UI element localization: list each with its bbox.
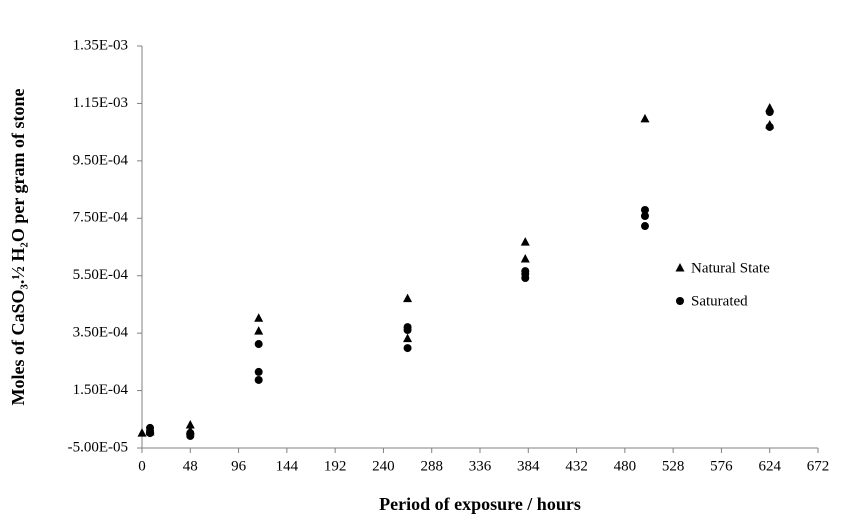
point bbox=[403, 333, 413, 343]
point bbox=[640, 205, 649, 214]
point bbox=[403, 344, 412, 353]
x-tick-label: 288 bbox=[420, 458, 443, 474]
y-axis-label: Moles of CaSO₃.½ H₂O per gram of stone bbox=[8, 89, 28, 406]
point bbox=[254, 326, 264, 335]
legend-label: Natural State bbox=[691, 260, 770, 276]
x-tick-label: 480 bbox=[614, 458, 637, 474]
point bbox=[185, 420, 195, 429]
point bbox=[403, 325, 412, 334]
x-tick-label: 336 bbox=[469, 458, 492, 474]
x-tick-label: 672 bbox=[807, 458, 830, 474]
point bbox=[765, 122, 774, 131]
x-tick-label: 96 bbox=[231, 458, 247, 474]
x-tick-label: 528 bbox=[662, 458, 685, 474]
point bbox=[254, 367, 263, 376]
point bbox=[186, 431, 195, 440]
point bbox=[146, 429, 155, 438]
y-tick-label: -5.00E-05 bbox=[68, 439, 128, 455]
y-tick-label: 1.15E-03 bbox=[73, 95, 128, 111]
x-tick-label: 240 bbox=[372, 458, 395, 474]
point bbox=[640, 113, 650, 123]
x-tick-label: 192 bbox=[324, 458, 347, 474]
y-tick-label: 1.35E-03 bbox=[73, 37, 128, 53]
point bbox=[137, 428, 147, 437]
x-axis-label: Period of exposure / hours bbox=[379, 494, 581, 514]
x-tick-label: 48 bbox=[183, 458, 198, 474]
y-tick-label: 7.50E-04 bbox=[73, 210, 129, 226]
legend-label: Saturated bbox=[691, 293, 748, 309]
x-tick-label: 432 bbox=[565, 458, 588, 474]
point bbox=[403, 293, 413, 303]
point bbox=[765, 108, 774, 117]
legend-marker bbox=[676, 297, 684, 305]
point bbox=[254, 313, 264, 322]
legend-marker bbox=[675, 263, 685, 272]
point bbox=[520, 237, 530, 246]
x-tick-label: 384 bbox=[517, 458, 540, 474]
y-tick-label: 1.50E-04 bbox=[73, 382, 129, 398]
y-tick-label: 9.50E-04 bbox=[73, 152, 129, 168]
y-tick-label: 5.50E-04 bbox=[73, 267, 129, 283]
point bbox=[640, 211, 649, 220]
x-tick-label: 0 bbox=[138, 458, 146, 474]
point bbox=[521, 274, 530, 283]
x-tick-label: 624 bbox=[758, 458, 781, 474]
point bbox=[254, 375, 263, 384]
x-tick-label: 144 bbox=[276, 458, 299, 474]
y-tick-label: 3.50E-04 bbox=[73, 325, 129, 341]
x-tick-label: 576 bbox=[710, 458, 733, 474]
point bbox=[640, 222, 649, 231]
point bbox=[254, 340, 263, 349]
point bbox=[520, 254, 530, 263]
